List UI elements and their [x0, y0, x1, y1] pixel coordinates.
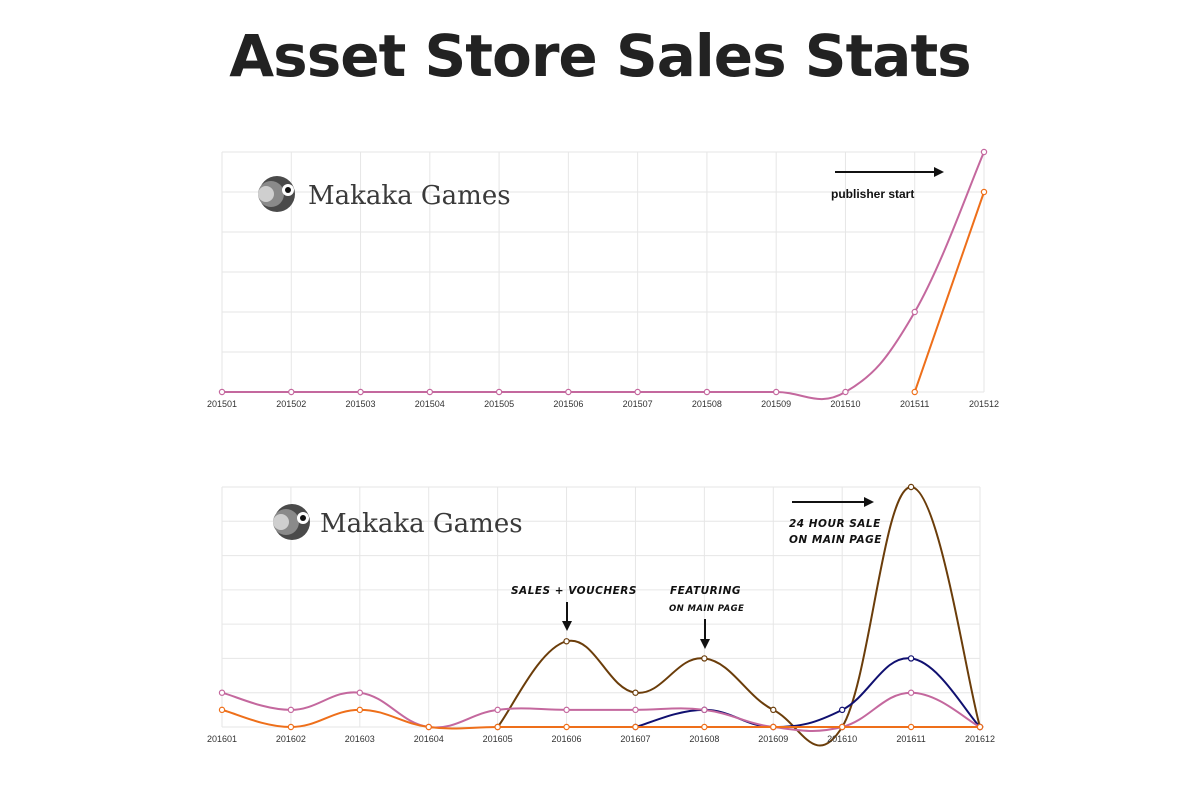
series-line-0	[496, 485, 981, 747]
x-tick-label: 201506	[553, 399, 583, 409]
data-point	[634, 388, 641, 396]
data-point	[770, 723, 777, 731]
series-line-2	[221, 691, 981, 732]
x-tick-label: 201510	[830, 399, 860, 409]
data-point	[842, 388, 849, 396]
page-title: Asset Store Sales Stats	[229, 22, 971, 90]
data-point	[563, 638, 570, 645]
x-tick-label: 201507	[623, 399, 653, 409]
x-tick-label: 201603	[345, 734, 375, 744]
data-point	[426, 388, 434, 396]
annotation-text: publisher start	[831, 187, 914, 201]
data-point	[907, 723, 915, 731]
data-point	[703, 388, 711, 396]
annotation-line-1: SALES + VOUCHERS	[511, 585, 637, 597]
data-point	[632, 723, 639, 731]
series-line-3	[221, 708, 980, 730]
data-point	[357, 388, 364, 396]
data-point	[907, 655, 915, 662]
x-tick-label: 201509	[761, 399, 791, 409]
data-point	[356, 689, 364, 696]
annotation-line-2: ON MAIN PAGE	[669, 604, 744, 614]
data-point	[287, 706, 295, 714]
data-point	[563, 723, 570, 731]
x-tick-label: 201511	[900, 399, 929, 409]
data-point	[495, 388, 503, 396]
data-point	[911, 308, 918, 316]
logo-icon	[273, 504, 310, 540]
x-tick-labels: 201601 201602 201603 201604 201605 201606 2016…	[207, 734, 995, 744]
x-tick-label: 201606	[552, 734, 582, 744]
data-point	[288, 388, 295, 396]
logo: Makaka Games	[258, 176, 511, 212]
annotation-featuring: FEATURING ON MAIN PAGE	[669, 585, 744, 649]
data-point	[632, 689, 639, 696]
x-tick-label: 201505	[484, 399, 514, 409]
x-tick-label: 201607	[620, 734, 650, 744]
data-point	[701, 706, 708, 714]
x-tick-label: 201512	[969, 399, 999, 409]
data-point	[838, 723, 846, 731]
logo-text: Makaka Games	[320, 509, 523, 539]
x-tick-label: 201612	[965, 734, 995, 744]
data-point	[838, 706, 846, 714]
data-point	[287, 723, 295, 731]
data-point	[701, 723, 708, 731]
chart-2015: Makaka Games publisher start 201501 20150…	[207, 148, 999, 409]
data-point	[907, 689, 915, 696]
series-layer	[218, 483, 984, 747]
data-point	[218, 706, 226, 714]
data-point	[494, 723, 501, 731]
x-tick-label: 201601	[207, 734, 237, 744]
x-tick-label: 201605	[483, 734, 513, 744]
data-point	[565, 388, 572, 396]
x-tick-label: 201604	[414, 734, 444, 744]
series-layer	[218, 148, 988, 401]
data-point	[980, 148, 988, 156]
data-point	[976, 723, 984, 731]
data-point	[218, 689, 226, 696]
logo-text: Makaka Games	[308, 181, 511, 211]
logo-icon	[258, 176, 295, 212]
data-point	[494, 706, 501, 714]
grid	[221, 151, 985, 393]
logo: Makaka Games	[273, 504, 523, 540]
annotation-line-1: 24 HOUR SALE	[789, 518, 881, 530]
data-point	[356, 706, 364, 714]
x-tick-label: 201602	[276, 734, 306, 744]
annotation-sales-vouchers: SALES + VOUCHERS	[511, 585, 637, 631]
chart-2016: Makaka Games 24 HOUR SALE ON MAIN PAGE S…	[207, 483, 995, 747]
data-point	[701, 655, 708, 662]
x-tick-label: 201609	[758, 734, 788, 744]
x-tick-label: 201504	[415, 399, 445, 409]
x-tick-labels: 201501 201502 201503 201504 201505 201506 2015…	[207, 399, 999, 409]
data-point	[563, 706, 570, 714]
x-tick-label: 201608	[689, 734, 719, 744]
data-point	[911, 388, 918, 396]
data-point	[425, 723, 432, 731]
series-line-1	[913, 191, 985, 393]
annotation-publisher-start: publisher start	[831, 167, 944, 201]
x-tick-label: 201503	[346, 399, 376, 409]
x-tick-label: 201508	[692, 399, 722, 409]
x-tick-label: 201501	[207, 399, 237, 409]
annotation-24-hour-sale: 24 HOUR SALE ON MAIN PAGE	[789, 497, 882, 546]
data-point	[770, 706, 777, 714]
annotation-line-1: FEATURING	[670, 585, 741, 597]
x-tick-label: 201611	[896, 734, 925, 744]
x-tick-label: 201502	[276, 399, 306, 409]
x-tick-label: 201610	[827, 734, 857, 744]
data-point	[980, 188, 988, 196]
data-point	[632, 706, 639, 714]
data-point	[772, 388, 780, 396]
data-point	[907, 483, 915, 491]
data-point	[218, 388, 226, 396]
annotation-line-2: ON MAIN PAGE	[789, 534, 882, 546]
